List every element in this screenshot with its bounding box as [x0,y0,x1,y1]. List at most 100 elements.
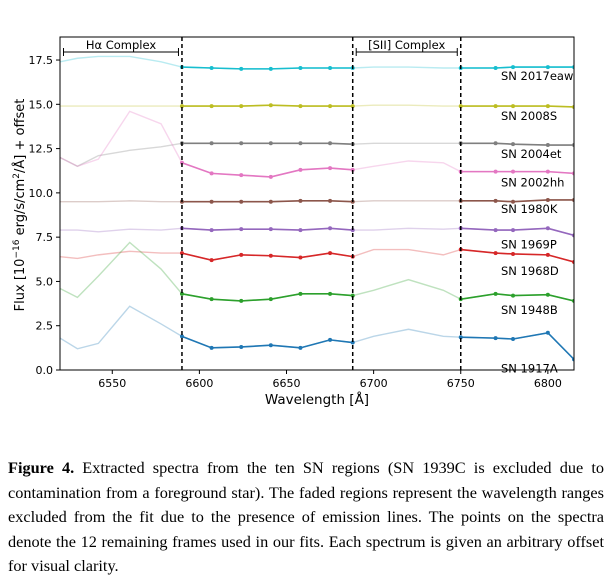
series-fit-line [460,105,574,108]
y-tick-label: 5.0 [36,275,54,288]
y-tick-label: 17.5 [29,54,54,67]
data-point [268,174,273,179]
series-fit-line [181,66,353,70]
data-point [328,104,333,109]
series-label: SN 2002hh [501,175,564,189]
series-fit-line [460,293,574,302]
data-point [298,65,303,70]
y-tick-label: 10.0 [29,187,54,200]
data-point [350,293,355,298]
series-fit-line [460,142,574,146]
data-point [328,251,333,256]
data-point [268,227,273,232]
data-point [493,141,498,146]
data-point [545,292,550,297]
series-fit-line [181,252,353,261]
data-point [511,169,516,174]
data-point [209,65,214,70]
y-tick-label: 0.0 [36,364,54,377]
data-point [511,199,516,204]
y-tick-label: 2.5 [36,320,54,333]
data-point [209,297,214,302]
data-point [545,104,550,109]
data-point [268,66,273,71]
series-sn-1917a [60,305,574,362]
series-label: SN 1969P [501,237,557,251]
data-point [493,336,498,341]
figure-caption: Figure 4. Extracted spectra from the ten… [8,456,604,579]
data-point [298,255,303,260]
data-point [545,197,550,202]
series-fit-line [460,227,574,237]
series-fit-line [460,170,574,175]
data-point [268,253,273,258]
data-point [328,226,333,231]
series-fit-line [181,162,353,178]
data-point [298,291,303,296]
series-sn-1948b [60,241,574,303]
data-point [350,104,355,109]
data-point [545,252,550,257]
series-label: SN 2017eaw [501,69,573,83]
data-point [268,103,273,108]
data-point [239,298,244,303]
data-point [268,343,273,348]
caption-text: Extracted spectra from the ten SN region… [8,458,604,575]
series-fit-line [460,248,574,263]
data-point [209,199,214,204]
series-sn-1980k [60,197,574,204]
x-axis-label: Wavelength [Å] [265,391,369,408]
series-fit-line [460,331,574,360]
data-point [511,293,516,298]
series-sn-2017eaw [60,55,574,71]
y-tick-label: 7.5 [36,231,54,244]
data-point [328,166,333,171]
data-point [239,66,244,71]
series-label: SN 2008S [501,109,557,123]
data-point [298,198,303,203]
data-point [239,227,244,232]
x-tick-label: 6800 [534,377,562,390]
series-label: SN 1917A [501,361,558,375]
data-point [268,199,273,204]
series-faded-line [60,305,574,360]
data-point [350,167,355,172]
data-point [209,228,214,233]
data-point [493,291,498,296]
region-label-1: [SII] Complex [368,38,445,52]
data-point [179,160,184,165]
data-point [209,258,214,263]
data-point [493,65,498,70]
series-fit-line [181,293,353,302]
data-point [298,141,303,146]
data-point [511,228,516,233]
series-sn-1968d [60,247,574,264]
data-point [350,340,355,345]
data-point [493,228,498,233]
data-point [493,251,498,256]
data-point [328,65,333,70]
series-label: SN 1980K [501,202,558,216]
series-label: SN 1948B [501,303,558,317]
data-point [458,104,463,109]
data-point [493,198,498,203]
x-tick-label: 6650 [273,377,301,390]
series-sn-2002hh [60,110,574,179]
data-point [179,334,184,339]
data-point [239,104,244,109]
data-point [239,173,244,178]
data-point [545,65,550,70]
x-tick-label: 6750 [447,377,475,390]
data-point [545,143,550,148]
series-fit-line [181,142,353,145]
data-point [239,141,244,146]
data-point [239,199,244,204]
region-label-0: Hα Complex [86,38,157,52]
series-fit-line [181,335,353,349]
data-point [268,297,273,302]
data-point [298,104,303,109]
data-point [458,335,463,340]
y-axis-label: Flux [10−16 erg/s/cm2/Å] + offset [12,99,28,312]
spectra-chart: 6550 6600 6650 6700 6750 6800 0.0 2.5 5.0 7.5 10.0… [12,36,575,408]
series-fit-line [181,227,353,231]
